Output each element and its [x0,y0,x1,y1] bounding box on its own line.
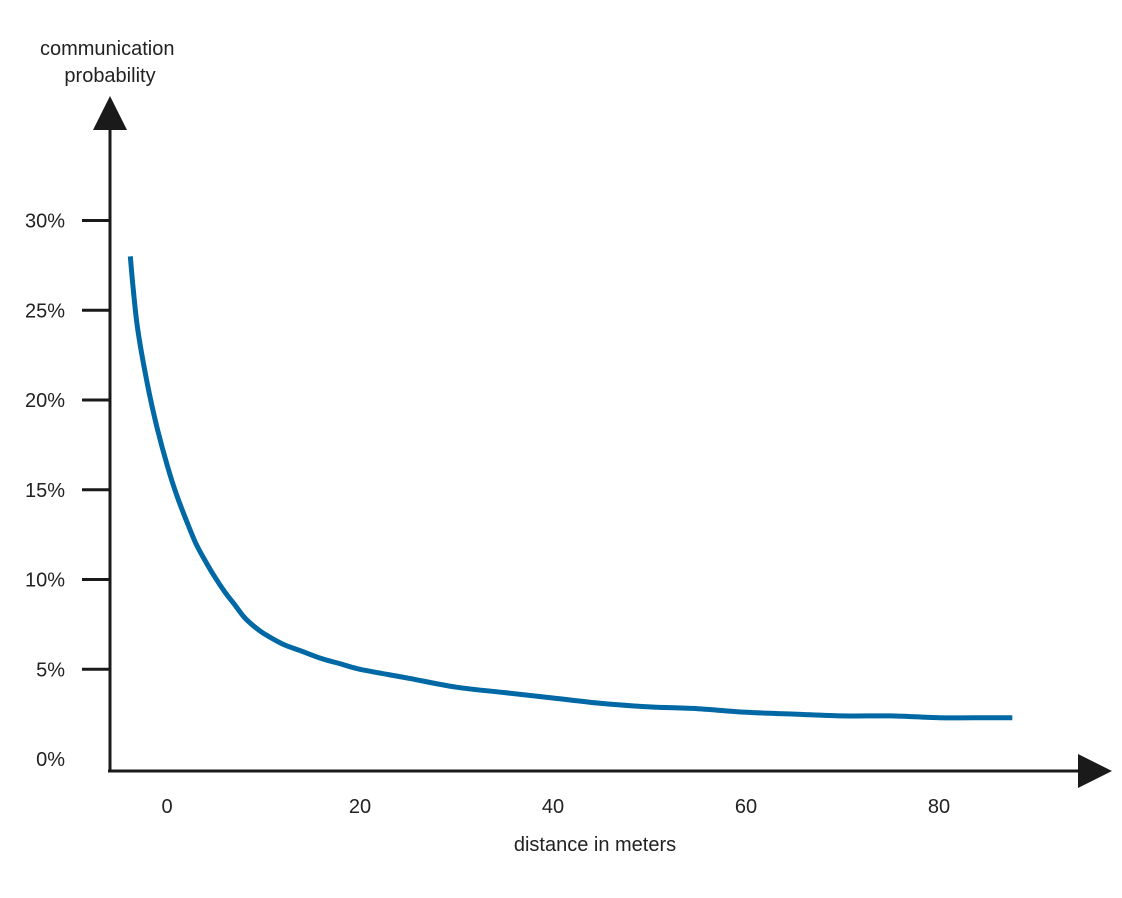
x-tick-label: 20 [349,796,371,818]
y-tick-label: 0% [36,749,65,771]
y-axis-arrow-icon [93,96,127,130]
x-tick-label: 40 [542,796,564,818]
x-tick-label: 60 [735,796,757,818]
x-axis-arrow-icon [1078,754,1112,788]
x-tick-label: 80 [928,796,950,818]
y-axis-title: communication probability [40,38,180,87]
x-tick-label: 0 [161,796,172,818]
y-axis-title-line-2: probability [64,65,155,87]
y-axis-ticks: 0% 5% 10% 15% 20% 25% 30% [25,211,110,771]
series-line [127,256,1013,721]
series-group [127,256,1013,721]
x-axis-ticks: 0 20 40 60 80 [161,796,950,818]
y-tick-label: 10% [25,570,65,592]
x-axis-title: distance in meters [514,834,676,856]
y-axis-title-line-1: communication [40,38,175,60]
y-tick-label: 20% [25,390,65,412]
y-tick-label: 30% [25,211,65,233]
y-tick-label: 25% [25,300,65,322]
y-tick-label: 5% [36,659,65,681]
y-tick-label: 15% [25,480,65,502]
